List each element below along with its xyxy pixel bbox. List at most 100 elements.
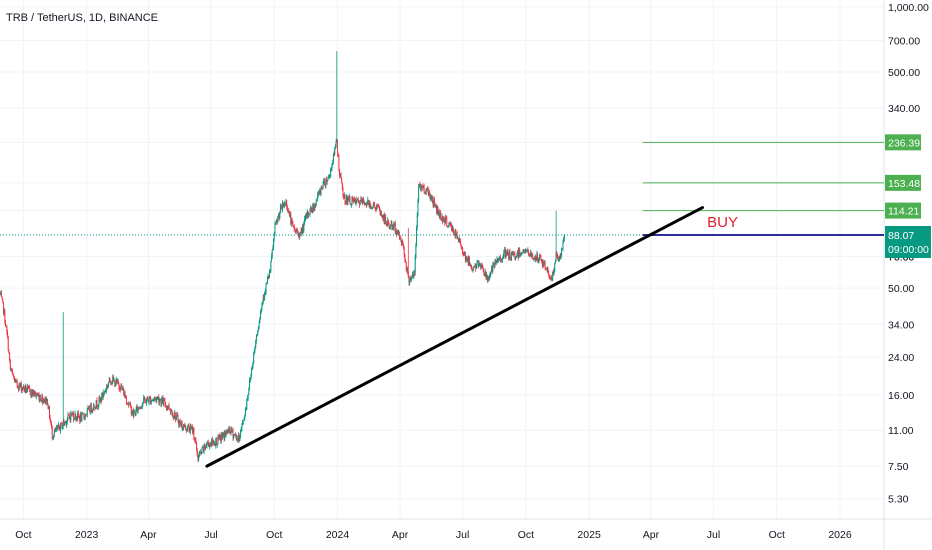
candle-body xyxy=(28,387,30,388)
candle-body xyxy=(451,227,453,231)
candle-body xyxy=(88,406,90,409)
candle-body xyxy=(490,267,492,272)
candle-body xyxy=(188,425,190,430)
candle-body xyxy=(184,424,186,428)
candle-body xyxy=(117,380,119,383)
candle-body xyxy=(258,322,260,328)
candle-body xyxy=(82,413,84,415)
candle-body xyxy=(132,410,134,416)
candle-body xyxy=(235,435,237,436)
candle-body xyxy=(251,369,253,375)
candle-body xyxy=(57,424,59,426)
candle-body xyxy=(108,377,110,383)
candle-body xyxy=(370,207,372,209)
candle-body xyxy=(332,163,334,164)
candle-body xyxy=(277,217,279,224)
candle-body xyxy=(275,223,277,224)
candle-body xyxy=(164,400,166,405)
candle-body xyxy=(257,327,259,332)
candle-body xyxy=(449,223,451,225)
time-axis-tick-label: Jul xyxy=(456,529,469,541)
candle-body xyxy=(78,416,80,418)
candle-body xyxy=(317,194,319,201)
trendline[interactable] xyxy=(205,206,705,468)
candle-body xyxy=(417,200,419,216)
candle-body xyxy=(446,219,448,227)
candle-body xyxy=(287,210,289,212)
candle-body xyxy=(383,215,385,219)
candle-body xyxy=(171,411,173,413)
candle-body xyxy=(137,407,139,412)
candle-body xyxy=(510,259,512,261)
candle-body xyxy=(77,412,79,417)
candle-body xyxy=(224,432,226,439)
candle-body xyxy=(453,233,455,236)
candle-body xyxy=(540,257,542,260)
candle-body xyxy=(40,400,42,402)
candle-body xyxy=(391,222,393,228)
candle-body xyxy=(397,230,399,234)
candle-body xyxy=(330,169,332,176)
candle-body xyxy=(244,409,246,416)
candle-body xyxy=(86,414,88,416)
candle-body xyxy=(162,398,164,405)
candle-body xyxy=(432,202,434,206)
candle-body xyxy=(20,383,22,387)
candle-body xyxy=(519,249,521,257)
candle-body xyxy=(335,140,337,147)
candle-body xyxy=(247,394,249,399)
candle-body xyxy=(361,200,363,203)
candle-body xyxy=(495,260,497,263)
candle-body xyxy=(431,195,433,203)
candle-body xyxy=(97,404,99,407)
candle-body xyxy=(122,388,124,390)
candle-body xyxy=(477,261,479,266)
candle-body xyxy=(429,191,431,196)
price-axis-tick-label: 16.00 xyxy=(888,390,914,402)
candle-body xyxy=(411,273,413,277)
candle-body xyxy=(484,271,486,277)
candle-body xyxy=(68,414,70,416)
candle-body xyxy=(159,399,161,401)
candle-body xyxy=(451,225,453,231)
candle-body xyxy=(356,198,358,200)
candle-body xyxy=(328,176,330,178)
candle-body xyxy=(361,198,363,201)
candle-body xyxy=(275,221,277,224)
candle-body xyxy=(153,398,155,400)
candle-body xyxy=(480,265,482,267)
candle-body xyxy=(403,244,405,248)
candle-body xyxy=(352,197,354,200)
candle-body xyxy=(491,267,493,272)
candle-body xyxy=(61,423,63,429)
candle-body xyxy=(396,230,398,235)
candle-body xyxy=(130,403,132,407)
candle-body xyxy=(389,226,391,228)
grid xyxy=(0,0,884,519)
candle-body xyxy=(454,230,456,236)
price-axis-tick-label: 340.00 xyxy=(888,103,920,115)
candle-body xyxy=(161,399,163,405)
candle-body xyxy=(51,424,53,428)
candle-body xyxy=(386,224,388,226)
candle-body xyxy=(300,229,302,233)
candle-body xyxy=(158,400,160,403)
price-axis-tick-label: 5.30 xyxy=(888,494,909,506)
candle-body xyxy=(333,153,335,155)
candle-body xyxy=(295,229,297,232)
candle-body xyxy=(123,388,125,396)
candle-body xyxy=(134,411,136,415)
candle-body xyxy=(348,196,350,201)
candle-body xyxy=(394,223,396,233)
candle-body xyxy=(263,296,265,298)
candle-body xyxy=(46,399,48,404)
candle-body xyxy=(196,450,198,456)
candle-body xyxy=(213,442,215,446)
candle-body xyxy=(140,407,142,408)
candle-body xyxy=(398,232,400,234)
candle-body xyxy=(371,207,373,209)
candle-body xyxy=(253,349,255,354)
candle-body xyxy=(501,259,503,261)
time-axis-tick-label: Jul xyxy=(204,529,217,541)
